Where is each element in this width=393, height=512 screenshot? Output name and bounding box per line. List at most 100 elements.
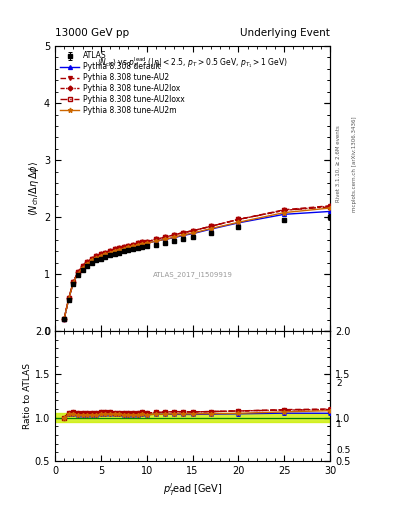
Pythia 8.308 default — [282, 211, 286, 218]
Pythia 8.308 default — [89, 258, 94, 264]
Pythia 8.308 tune-AU2lox — [172, 232, 176, 238]
Text: Rivet 3.1.10, ≥ 2.6M events: Rivet 3.1.10, ≥ 2.6M events — [336, 125, 341, 202]
Pythia 8.308 tune-AU2m — [144, 240, 149, 246]
Pythia 8.308 tune-AU2m — [103, 251, 108, 258]
Pythia 8.308 tune-AU2loxx — [112, 246, 117, 252]
Pythia 8.308 tune-AU2lox — [62, 315, 66, 322]
Pythia 8.308 tune-AU2loxx — [282, 207, 286, 214]
Pythia 8.308 tune-AU2lox — [163, 234, 167, 240]
Pythia 8.308 tune-AU2 — [89, 255, 94, 262]
Pythia 8.308 tune-AU2loxx — [62, 315, 66, 322]
Pythia 8.308 tune-AU2m — [94, 255, 99, 261]
Pythia 8.308 tune-AU2m — [85, 261, 90, 267]
Pythia 8.308 default — [66, 295, 71, 302]
Pythia 8.308 tune-AU2 — [121, 244, 126, 250]
Pythia 8.308 tune-AU2 — [94, 253, 99, 260]
Pythia 8.308 tune-AU2loxx — [85, 259, 90, 265]
Pythia 8.308 default — [328, 208, 332, 215]
Pythia 8.308 tune-AU2lox — [108, 248, 112, 254]
Pythia 8.308 tune-AU2lox — [94, 253, 99, 260]
Pythia 8.308 tune-AU2 — [75, 269, 80, 275]
Pythia 8.308 tune-AU2m — [89, 258, 94, 264]
Pythia 8.308 tune-AU2lox — [126, 243, 131, 249]
Pythia 8.308 tune-AU2loxx — [209, 223, 213, 229]
Pythia 8.308 tune-AU2loxx — [140, 239, 145, 245]
Pythia 8.308 tune-AU2loxx — [135, 240, 140, 246]
Pythia 8.308 default — [75, 270, 80, 276]
Pythia 8.308 default — [236, 220, 241, 226]
Pythia 8.308 default — [121, 245, 126, 251]
Pythia 8.308 tune-AU2 — [117, 245, 121, 251]
Pythia 8.308 tune-AU2m — [163, 237, 167, 243]
Pythia 8.308 tune-AU2lox — [66, 295, 71, 301]
Pythia 8.308 default — [135, 242, 140, 248]
Pythia 8.308 tune-AU2lox — [154, 237, 158, 243]
Pythia 8.308 tune-AU2 — [130, 242, 135, 248]
Text: 0.5: 0.5 — [336, 446, 351, 455]
Pythia 8.308 tune-AU2m — [75, 270, 80, 276]
Pythia 8.308 tune-AU2lox — [282, 207, 286, 214]
Pythia 8.308 tune-AU2m — [71, 280, 76, 286]
Pythia 8.308 tune-AU2lox — [85, 259, 90, 265]
Pythia 8.308 default — [112, 248, 117, 254]
Pythia 8.308 default — [80, 265, 85, 271]
Pythia 8.308 tune-AU2 — [154, 237, 158, 243]
Pythia 8.308 tune-AU2 — [190, 228, 195, 234]
Pythia 8.308 default — [126, 244, 131, 250]
Pythia 8.308 tune-AU2loxx — [108, 248, 112, 254]
Pythia 8.308 tune-AU2 — [282, 207, 286, 213]
Pythia 8.308 default — [181, 232, 186, 239]
Legend: ATLAS, Pythia 8.308 default, Pythia 8.308 tune-AU2, Pythia 8.308 tune-AU2lox, Py: ATLAS, Pythia 8.308 default, Pythia 8.30… — [58, 49, 187, 117]
Line: Pythia 8.308 tune-AU2m: Pythia 8.308 tune-AU2m — [62, 206, 332, 321]
Pythia 8.308 tune-AU2m — [172, 234, 176, 240]
Pythia 8.308 tune-AU2lox — [117, 245, 121, 251]
Pythia 8.308 tune-AU2m — [135, 242, 140, 248]
Line: Pythia 8.308 tune-AU2lox: Pythia 8.308 tune-AU2lox — [62, 205, 332, 321]
Text: mcplots.cern.ch [arXiv:1306.3436]: mcplots.cern.ch [arXiv:1306.3436] — [352, 116, 357, 211]
Pythia 8.308 tune-AU2lox — [140, 239, 145, 245]
Pythia 8.308 tune-AU2loxx — [117, 245, 121, 251]
Pythia 8.308 tune-AU2 — [140, 239, 145, 245]
Pythia 8.308 default — [163, 237, 167, 243]
Pythia 8.308 tune-AU2 — [328, 203, 332, 209]
Pythia 8.308 tune-AU2loxx — [99, 251, 103, 258]
Pythia 8.308 tune-AU2loxx — [126, 243, 131, 249]
Pythia 8.308 tune-AU2 — [163, 234, 167, 240]
Text: 1: 1 — [336, 420, 342, 430]
Text: $\langle N_{\rm ch}\rangle$ vs $p_T^{\rm lead}$ ($|\eta| < 2.5,\, p_T > 0.5$ GeV: $\langle N_{\rm ch}\rangle$ vs $p_T^{\rm… — [97, 55, 288, 70]
Pythia 8.308 tune-AU2m — [140, 241, 145, 247]
Pythia 8.308 tune-AU2 — [99, 251, 103, 258]
Pythia 8.308 tune-AU2lox — [328, 203, 332, 209]
Pythia 8.308 tune-AU2loxx — [103, 249, 108, 255]
Pythia 8.308 tune-AU2lox — [144, 239, 149, 245]
Bar — [55, 413, 330, 422]
Line: Pythia 8.308 default: Pythia 8.308 default — [62, 209, 332, 321]
Pythia 8.308 tune-AU2lox — [135, 240, 140, 246]
X-axis label: $p_T^l\!$ead [GeV]: $p_T^l\!$ead [GeV] — [163, 481, 222, 498]
Pythia 8.308 tune-AU2m — [117, 247, 121, 253]
Pythia 8.308 tune-AU2m — [62, 315, 66, 322]
Pythia 8.308 tune-AU2 — [135, 240, 140, 246]
Pythia 8.308 tune-AU2loxx — [130, 242, 135, 248]
Pythia 8.308 default — [190, 230, 195, 237]
Pythia 8.308 tune-AU2loxx — [236, 217, 241, 223]
Pythia 8.308 tune-AU2lox — [80, 263, 85, 269]
Pythia 8.308 default — [144, 240, 149, 246]
Pythia 8.308 tune-AU2loxx — [75, 269, 80, 275]
Pythia 8.308 tune-AU2 — [112, 246, 117, 252]
Pythia 8.308 default — [94, 255, 99, 261]
Pythia 8.308 tune-AU2lox — [209, 223, 213, 229]
Pythia 8.308 tune-AU2 — [181, 229, 186, 236]
Pythia 8.308 tune-AU2lox — [130, 242, 135, 248]
Pythia 8.308 tune-AU2 — [80, 263, 85, 269]
Pythia 8.308 tune-AU2m — [282, 209, 286, 216]
Pythia 8.308 tune-AU2lox — [89, 255, 94, 262]
Pythia 8.308 default — [140, 241, 145, 247]
Pythia 8.308 default — [172, 234, 176, 241]
Text: ATLAS_2017_I1509919: ATLAS_2017_I1509919 — [152, 271, 233, 278]
Pythia 8.308 tune-AU2m — [181, 232, 186, 238]
Pythia 8.308 tune-AU2m — [190, 230, 195, 236]
Pythia 8.308 default — [154, 238, 158, 244]
Pythia 8.308 tune-AU2lox — [236, 217, 241, 223]
Pythia 8.308 tune-AU2m — [154, 238, 158, 244]
